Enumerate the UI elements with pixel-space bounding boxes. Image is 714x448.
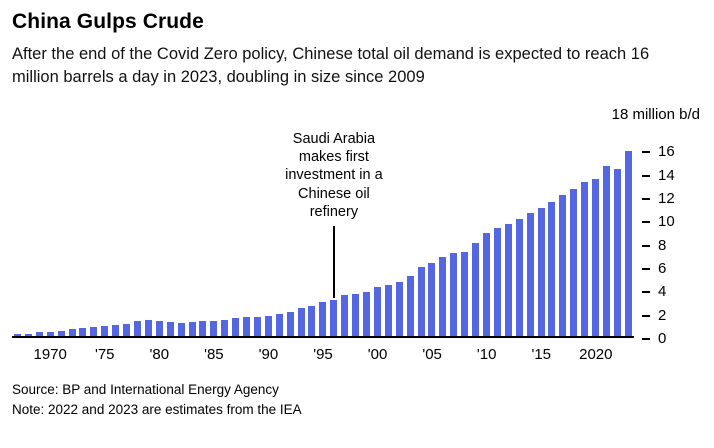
annotation-pointer-line [333, 226, 335, 299]
x-axis-labels: 1970 '75 '80 '85 '90 '95 '00 '05 '10 '15 2020 [12, 346, 634, 366]
bar-1997 [341, 295, 349, 336]
bar-1982 [177, 322, 185, 336]
bar-1995 [319, 302, 327, 336]
bars-container [14, 128, 632, 336]
bar-1985 [210, 320, 218, 336]
x-tick-1985: '85 [204, 345, 224, 363]
footer: Source: BP and International Energy Agen… [12, 380, 700, 421]
y-axis-unit-label: 18 million b/d [611, 105, 700, 123]
bar-2021 [602, 165, 610, 336]
x-axis-spacer [634, 346, 700, 366]
plot-row: Saudi Arabia makes first investment in a… [12, 128, 700, 346]
bar-2001 [384, 285, 392, 336]
bar-1990 [264, 316, 272, 336]
chart-title: China Gulps Crude [12, 10, 204, 33]
bar-1981 [166, 321, 174, 336]
bar-1980 [155, 320, 163, 336]
x-tick-2020: 2020 [579, 345, 613, 363]
bar-1987 [232, 317, 240, 336]
bar-1969 [35, 332, 43, 336]
bar-2011 [493, 228, 501, 336]
bar-1973 [79, 328, 87, 336]
y-tick-mark [642, 244, 650, 247]
bar-1986 [221, 319, 229, 336]
bar-2018 [570, 189, 578, 336]
bar-2012 [504, 223, 512, 336]
bar-2006 [439, 257, 447, 336]
bar-1998 [352, 294, 360, 336]
x-tick-1975: '75 [94, 345, 115, 363]
annotation-text: Saudi Arabia makes first investment in a… [285, 130, 383, 220]
bar-1974 [90, 327, 98, 336]
y-tick-mark [642, 197, 650, 200]
bar-2022 [613, 169, 621, 336]
bar-2019 [581, 182, 589, 336]
chart-subtitle: After the end of the Covid Zero policy, … [12, 45, 650, 87]
bar-1971 [57, 330, 65, 336]
annotation: Saudi Arabia makes first investment in a… [275, 130, 393, 299]
chart-area: 18 million b/d Saudi Arabia makes first … [12, 106, 700, 366]
x-tick-1980: '80 [149, 345, 170, 363]
bar-1992 [286, 311, 294, 336]
bar-2013 [515, 219, 523, 336]
bar-2017 [559, 194, 567, 336]
bar-2000 [373, 287, 381, 336]
bar-2008 [461, 251, 469, 336]
bar-2009 [472, 243, 480, 336]
bar-1983 [188, 321, 196, 336]
bar-1991 [275, 314, 283, 336]
bar-1994 [308, 306, 316, 336]
bar-2007 [450, 252, 458, 336]
x-tick-1970: 1970 [33, 345, 67, 363]
bar-2004 [417, 266, 425, 336]
bar-1989 [253, 316, 261, 336]
bar-2015 [537, 207, 545, 336]
y-tick-mark [642, 337, 650, 340]
bar-2002 [395, 281, 403, 336]
bar-2016 [548, 201, 556, 336]
y-tick-mark [642, 291, 650, 294]
bar-2020 [592, 178, 600, 336]
bar-2023 [624, 150, 632, 336]
y-tick-mark [642, 267, 650, 270]
bar-1984 [199, 321, 207, 336]
y-tick-mark [642, 221, 650, 224]
bar-1977 [123, 323, 131, 336]
bar-1968 [24, 333, 32, 336]
bar-1993 [297, 308, 305, 336]
bar-1999 [363, 291, 370, 336]
y-axis: 0 2 4 6 8 10 12 14 16 [642, 128, 700, 346]
bar-1975 [101, 326, 109, 336]
y-tick-mark [642, 151, 650, 154]
x-tick-2005: '05 [422, 345, 442, 363]
x-tick-1990: '90 [258, 345, 279, 363]
plot-area: Saudi Arabia makes first investment in a… [12, 128, 634, 338]
x-tick-2015: '15 [531, 345, 552, 363]
bar-1996 [330, 300, 338, 336]
note-line: Note: 2022 and 2023 are estimates from t… [12, 402, 302, 418]
bar-2003 [406, 275, 414, 336]
x-tick-2000: '00 [367, 345, 388, 363]
bar-1970 [46, 331, 54, 336]
bar-1979 [144, 319, 152, 336]
bar-1976 [112, 325, 120, 336]
bar-2014 [526, 213, 534, 336]
bar-1972 [68, 328, 76, 336]
bar-2005 [428, 263, 436, 336]
y-tick-mark [642, 174, 650, 177]
y-tick-mark [642, 314, 650, 317]
bar-2010 [482, 233, 490, 336]
x-tick-1995: '95 [313, 345, 333, 363]
source-line: Source: BP and International Energy Agen… [12, 381, 279, 397]
x-axis-row: 1970 '75 '80 '85 '90 '95 '00 '05 '10 '15 2020 [12, 346, 700, 366]
bar-1988 [243, 316, 251, 336]
bar-1967 [14, 334, 21, 336]
x-tick-2010: '10 [476, 345, 497, 363]
bar-1978 [133, 321, 141, 336]
